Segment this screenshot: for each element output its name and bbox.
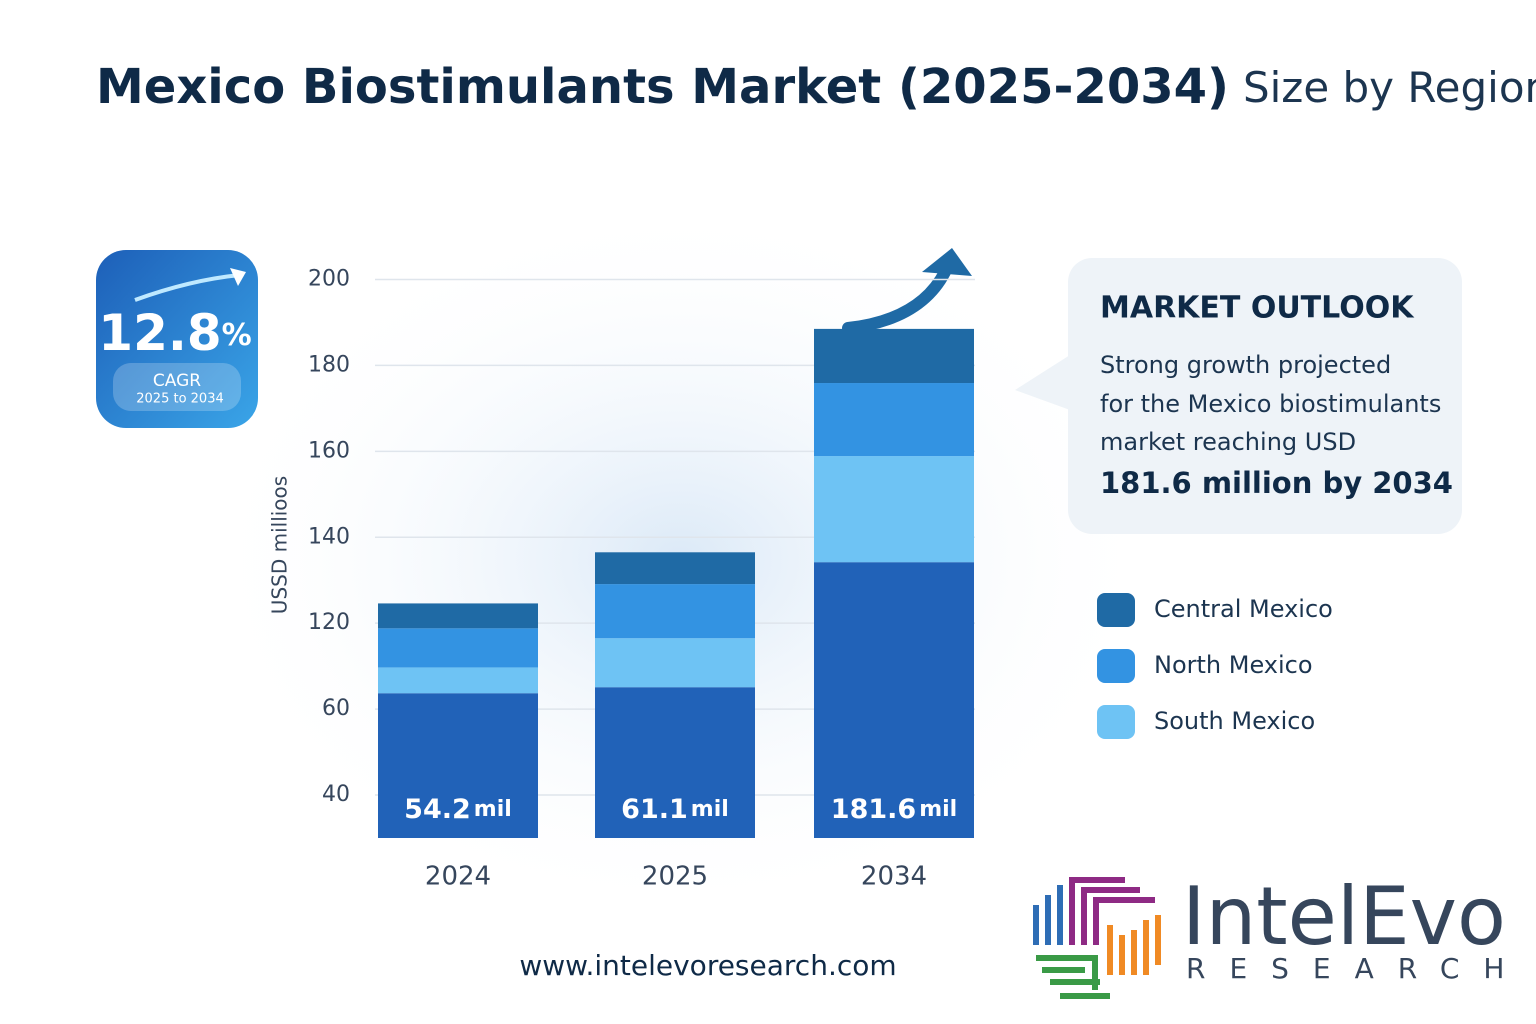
cagr-period: 2025 to 2034 xyxy=(136,392,223,407)
bar-segment xyxy=(814,383,974,457)
bar-segment xyxy=(378,628,538,668)
legend-swatch xyxy=(1097,649,1135,683)
x-tick-label: 2024 xyxy=(425,862,491,892)
title-main: Mexico Biostimulants Market (2025-2034) xyxy=(96,59,1229,115)
y-tick-label: 160 xyxy=(308,438,350,463)
total-label: 181.6 mil xyxy=(831,794,957,825)
total-unit: mil xyxy=(919,797,957,822)
cagr-number: 12.8 xyxy=(98,304,221,362)
outlook-box xyxy=(1068,258,1462,534)
bar-segment xyxy=(378,603,538,629)
y-tick-label: 60 xyxy=(322,696,350,721)
legend-label: Central Mexico xyxy=(1154,595,1333,623)
legend-swatch xyxy=(1097,705,1135,739)
outlook-line: for the Mexico biostimulants xyxy=(1100,390,1441,418)
y-tick-label: 200 xyxy=(308,266,350,291)
total-value: 181.6 xyxy=(831,794,916,825)
y-tick-label: 40 xyxy=(322,782,350,807)
logo-tagline: RESEARCH xyxy=(1186,952,1528,985)
website: www.intelevoresearch.com xyxy=(519,949,896,982)
growth-arrow-head xyxy=(922,248,972,276)
badge-arrow xyxy=(134,273,241,302)
logo-name: IntelEvo xyxy=(1182,870,1506,963)
cagr-value: 12.8% xyxy=(98,304,251,362)
y-tick-label: 120 xyxy=(308,610,350,635)
total-unit: mil xyxy=(691,797,729,822)
bar-segment xyxy=(814,456,974,563)
cagr-label: CAGR xyxy=(153,371,201,391)
y-tick-label: 140 xyxy=(308,524,350,549)
x-tick-label: 2034 xyxy=(861,862,927,892)
bar-segment xyxy=(595,584,755,639)
logo-mark xyxy=(1033,877,1161,999)
bar-segment xyxy=(595,687,755,838)
callout-pointer xyxy=(1015,355,1070,410)
x-tick-label: 2025 xyxy=(642,862,708,892)
outlook-line: market reaching USD xyxy=(1100,428,1356,456)
bar-segment xyxy=(378,667,538,694)
total-label: 61.1 mil xyxy=(621,794,729,825)
subtitle: Size by Region xyxy=(1243,63,1536,112)
title: Mexico Biostimulants Market (2025-2034) S… xyxy=(96,59,1536,115)
y-axis-label: USSD millioos xyxy=(268,476,292,614)
bar-segment xyxy=(814,562,974,838)
outlook-highlight: 181.6 million by 2034 xyxy=(1100,466,1453,500)
bar-segment xyxy=(814,328,974,384)
growth-arrow xyxy=(842,266,951,334)
total-value: 61.1 xyxy=(621,794,688,825)
total-value: 54.2 xyxy=(404,794,471,825)
cagr-pill xyxy=(113,363,241,411)
outlook-title: MARKET OUTLOOK xyxy=(1100,291,1415,326)
bar-segment xyxy=(595,638,755,688)
bar-segment xyxy=(378,693,538,838)
legend-label: North Mexico xyxy=(1154,651,1313,679)
badge-arrow-head xyxy=(230,268,246,286)
outlook-line: Strong growth projected xyxy=(1100,351,1391,379)
legend-label: South Mexico xyxy=(1154,707,1315,735)
cagr-unit: % xyxy=(222,318,252,353)
total-label: 54.2 mil xyxy=(404,794,512,825)
cagr-badge xyxy=(96,250,258,428)
bar-segment xyxy=(595,552,755,585)
legend-swatch xyxy=(1097,593,1135,627)
total-unit: mil xyxy=(474,797,512,822)
y-tick-label: 180 xyxy=(308,352,350,377)
